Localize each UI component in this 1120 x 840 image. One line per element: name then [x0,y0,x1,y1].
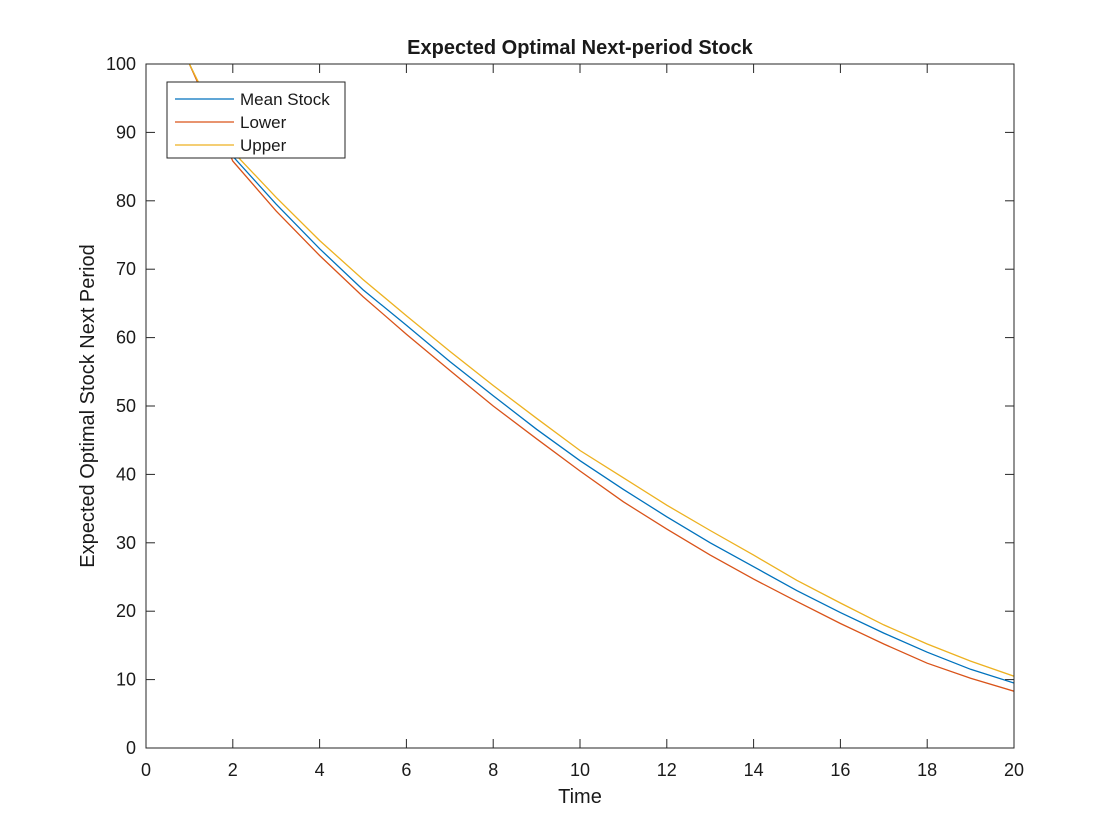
series-line-upper [188,64,1014,677]
series-line-mean-stock [188,64,1014,684]
legend: Mean Stock Lower Upper [166,81,346,159]
y-tick-label: 70 [116,259,136,279]
x-tick-label: 20 [1004,760,1024,780]
x-tick-label: 10 [570,760,590,780]
legend-label-lower: Lower [240,113,287,132]
series-layer [188,64,1014,692]
y-tick-label: 90 [116,122,136,142]
x-tick-label: 14 [744,760,764,780]
chart-title: Expected Optimal Next-period Stock [407,37,754,59]
y-tick-label: 0 [126,738,136,758]
x-axis-label: Time [558,786,602,808]
y-axis-label: Expected Optimal Stock Next Period [77,244,99,567]
series-line-lower [188,64,1014,692]
y-tick-label: 10 [116,670,136,690]
x-tick-label: 8 [488,760,498,780]
legend-label-mean-stock: Mean Stock [240,90,330,109]
y-tick-label: 80 [116,191,136,211]
x-tick-label: 12 [657,760,677,780]
x-axis: 0 2 4 6 8 10 12 14 16 18 20 [141,64,1024,780]
x-tick-label: 6 [401,760,411,780]
x-tick-label: 0 [141,760,151,780]
x-tick-label: 16 [830,760,850,780]
y-tick-label: 50 [116,396,136,416]
y-tick-label: 60 [116,328,136,348]
y-tick-label: 20 [116,601,136,621]
x-tick-label: 18 [917,760,937,780]
legend-label-upper: Upper [240,136,287,155]
y-tick-label: 100 [106,54,136,74]
y-tick-label: 30 [116,533,136,553]
x-tick-label: 2 [228,760,238,780]
y-axis: 0 10 20 30 40 50 60 70 80 90 100 [106,54,1014,758]
x-tick-label: 4 [315,760,325,780]
y-tick-label: 40 [116,464,136,484]
